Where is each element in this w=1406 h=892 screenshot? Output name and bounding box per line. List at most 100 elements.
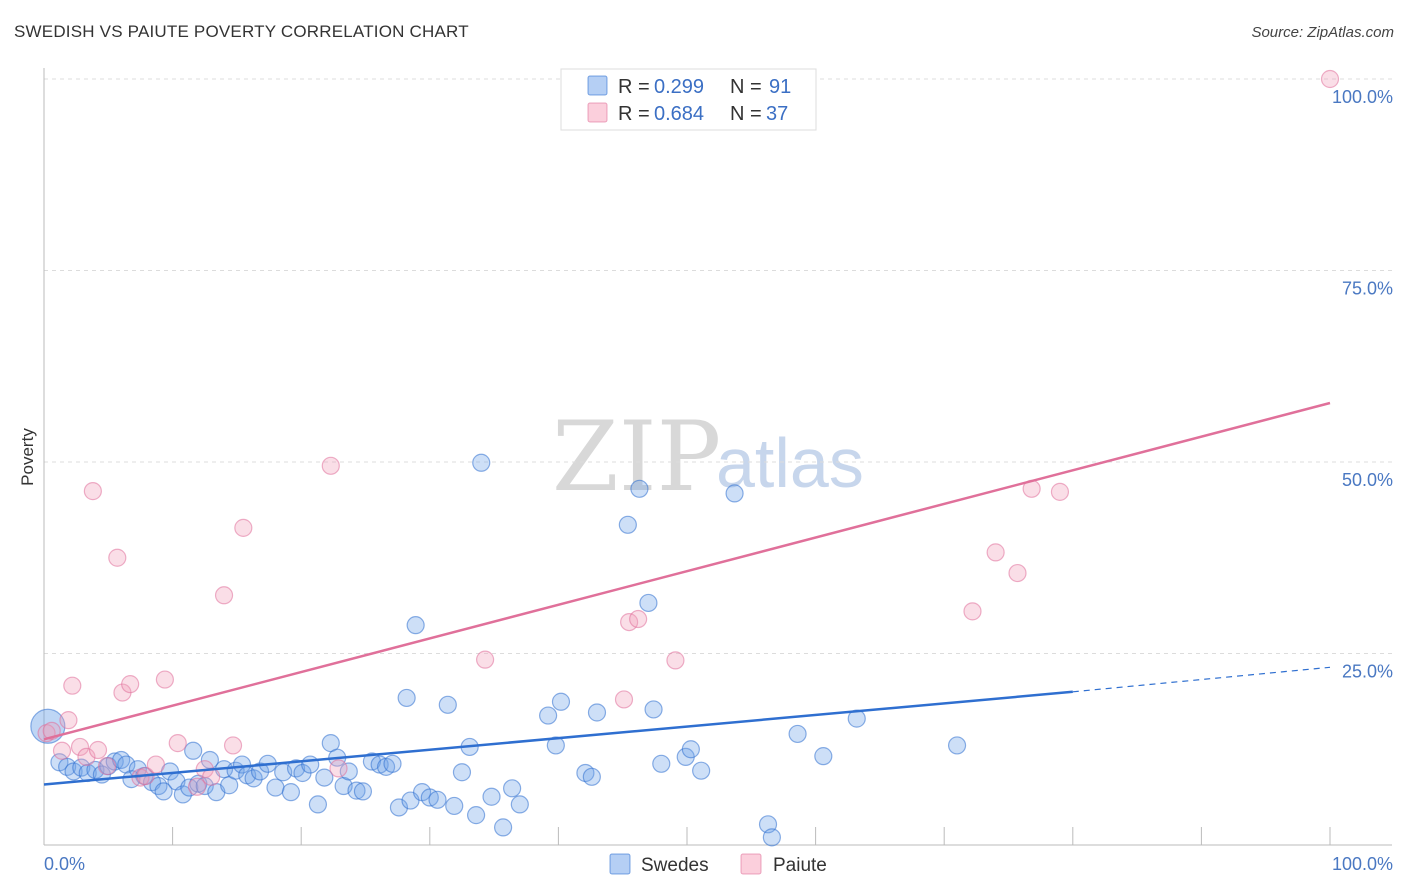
paiute-point-31	[963, 602, 982, 621]
series-legend-swatch-swedes	[609, 853, 631, 875]
y-tick-labels: 25.0% 50.0% 75.0% 100.0%	[1332, 87, 1393, 682]
paiute-point-16	[155, 670, 174, 689]
paiute-point-3	[59, 711, 78, 730]
swedes-point-83	[692, 761, 711, 780]
swedes-point-71	[546, 736, 565, 755]
series-legend-label-swedes: Swedes	[641, 855, 709, 876]
swedes-point-79	[644, 700, 663, 719]
legend-n-value-swedes: 91	[769, 76, 791, 98]
swedes-point-84	[725, 484, 744, 503]
swedes-point-67	[494, 818, 513, 837]
paiute-points	[37, 69, 1340, 796]
legend-r-label-swedes: R =	[618, 76, 650, 98]
y-tick-label-2: 75.0%	[1342, 279, 1393, 299]
swedes-point-20	[173, 785, 192, 804]
legend-r-label-paiute: R =	[618, 103, 650, 125]
paiute-point-17	[168, 734, 187, 753]
legend-n-label-paiute: N =	[730, 103, 762, 125]
paiute-point-36	[1320, 69, 1340, 89]
paiute-point-12	[121, 675, 140, 694]
series-legend-swatch-paiute	[740, 853, 762, 875]
swedes-points	[30, 453, 967, 847]
swedes-trend-extension	[1072, 666, 1331, 693]
swedes-point-88	[814, 747, 833, 766]
legend-n-value-paiute: 37	[766, 103, 788, 125]
swedes-point-90	[947, 736, 967, 755]
swedes-point-80	[652, 754, 671, 773]
legend-r-value-swedes: 0.299	[654, 76, 704, 98]
swedes-point-53	[389, 798, 409, 817]
swedes-point-47	[347, 781, 366, 800]
swedes-point-64	[466, 806, 486, 825]
paiute-point-15	[146, 755, 165, 774]
swedes-point-68	[503, 779, 522, 798]
swedes-point-86	[762, 828, 781, 847]
swedes-point-22	[184, 741, 203, 760]
series-legend-label-paiute: Paiute	[773, 855, 827, 876]
swedes-point-60	[438, 695, 457, 714]
swedes-point-48	[353, 782, 373, 801]
swedes-point-82	[681, 740, 700, 759]
swedes-point-30	[232, 755, 252, 774]
paiute-point-4	[63, 676, 82, 695]
paiute-point-2	[52, 741, 72, 760]
swedes-point-21	[180, 778, 199, 797]
swedes-point-56	[406, 616, 425, 635]
swedes-point-38	[286, 759, 306, 778]
swedes-point-42	[315, 768, 334, 787]
paiute-point-18	[187, 777, 207, 796]
swedes-point-37	[281, 783, 301, 802]
legend-n-label-swedes: N =	[730, 76, 762, 98]
swedes-point-2	[58, 757, 77, 776]
swedes-point-16	[149, 776, 168, 796]
swedes-point-59	[428, 790, 447, 809]
paiute-point-21	[214, 586, 234, 605]
chart-source: Source: ZipAtlas.com	[1251, 24, 1394, 41]
swedes-point-32	[244, 769, 263, 788]
swedes-point-87	[788, 724, 807, 744]
swedes-point-52	[383, 754, 402, 773]
legend-swatch-swedes	[587, 75, 608, 96]
swedes-point-33	[250, 762, 270, 781]
x-tick-label-0: 0.0%	[44, 854, 85, 874]
chart-title: SWEDISH VS PAIUTE POVERTY CORRELATION CH…	[14, 22, 469, 41]
swedes-point-66	[482, 787, 501, 806]
paiute-point-5	[70, 737, 90, 757]
paiute-point-8	[88, 740, 108, 760]
paiute-point-9	[97, 757, 117, 776]
swedes-point-54	[397, 688, 416, 708]
paiute-point-35	[1050, 482, 1070, 501]
paiute-point-32	[986, 543, 1005, 562]
legend-swatch-paiute	[587, 102, 608, 123]
swedes-point-65	[472, 453, 491, 472]
paiute-point-7	[83, 482, 102, 501]
swedes-point-46	[339, 762, 358, 781]
swedes-point-75	[587, 703, 607, 722]
swedes-point-77	[630, 479, 649, 498]
paiute-point-10	[108, 548, 127, 567]
x-tick-labels: 0.0% 100.0%	[44, 854, 1393, 874]
paiute-point-23	[234, 518, 253, 537]
correlation-legend: R = 0.299 N = 91 R = 0.684 N = 37	[560, 68, 817, 131]
paiute-point-24	[321, 456, 340, 475]
paiute-point-25	[329, 759, 348, 778]
swedes-point-72	[551, 692, 571, 711]
paiute-trend-line	[43, 401, 1331, 741]
swedes-point-69	[510, 795, 529, 814]
swedes-point-74	[582, 767, 601, 786]
swedes-point-40	[301, 755, 320, 774]
paiute-point-22	[223, 736, 243, 755]
swedes-point-41	[308, 795, 328, 814]
paiute-point-30	[666, 651, 685, 670]
watermark-atlas: atlas	[716, 424, 864, 502]
swedes-point-78	[639, 593, 658, 613]
swedes-point-17	[154, 782, 173, 801]
swedes-point-76	[618, 515, 637, 534]
y-tick-label-1: 50.0%	[1342, 470, 1393, 490]
swedes-trend-line	[43, 690, 1073, 786]
watermark: ZIP atlas	[552, 401, 864, 513]
swedes-point-35	[266, 778, 285, 797]
swedes-point-61	[445, 796, 464, 816]
axes	[43, 68, 1392, 846]
watermark-zip: ZIP	[552, 401, 721, 513]
